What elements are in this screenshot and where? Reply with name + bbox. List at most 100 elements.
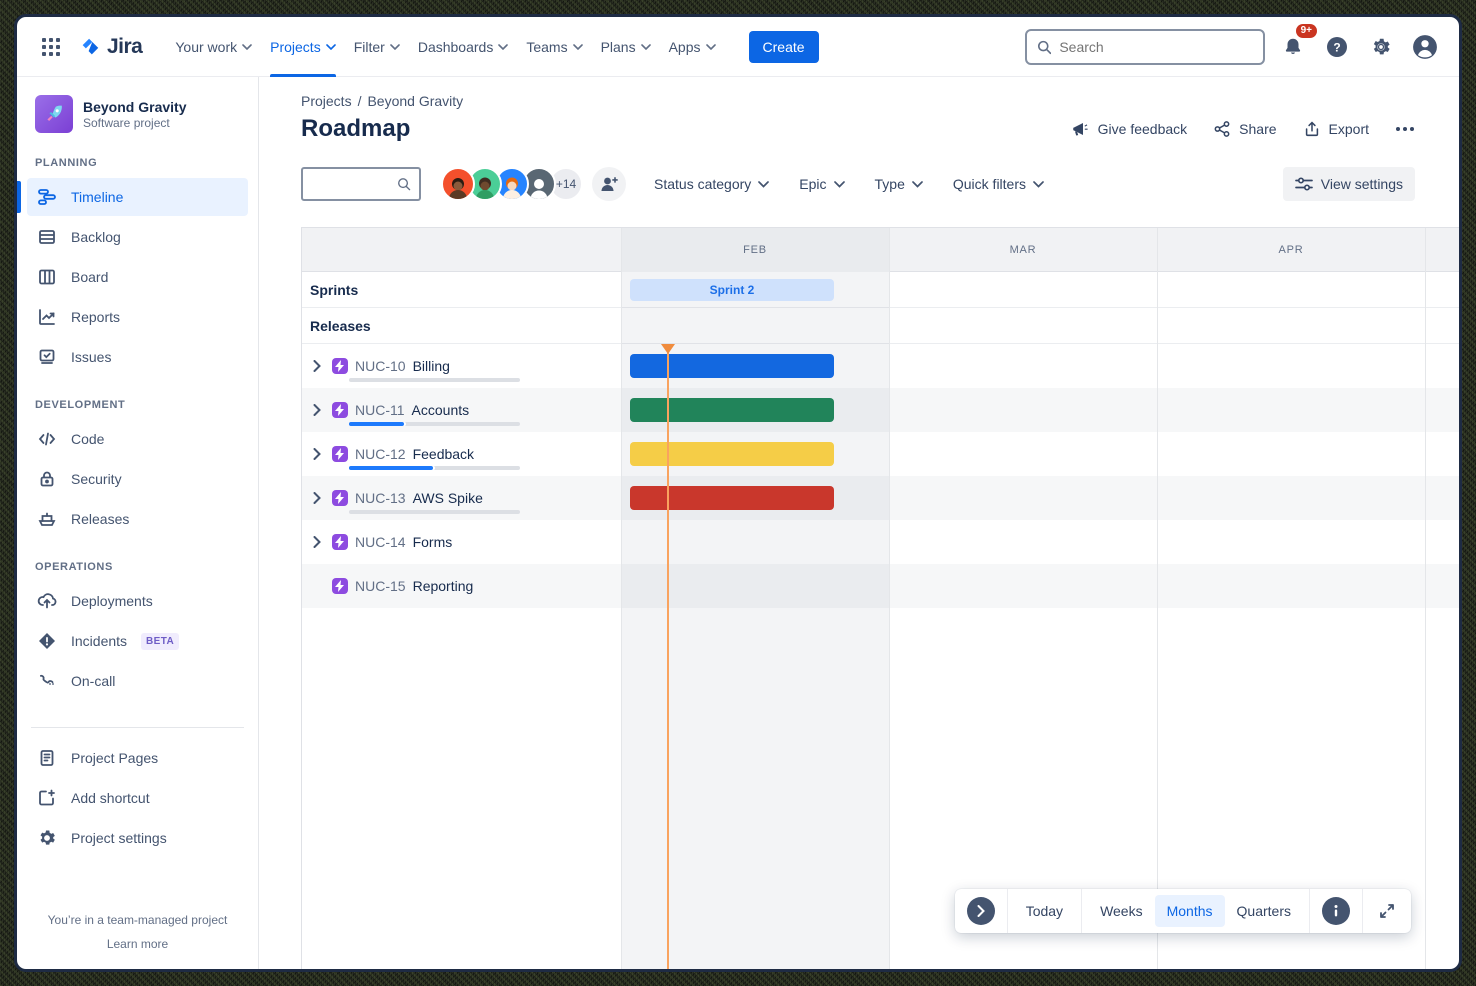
epic-icon xyxy=(332,578,348,594)
nav-item-plans[interactable]: Plans xyxy=(592,17,660,77)
status-category-filter[interactable]: Status category xyxy=(644,168,779,200)
epic-name-cell[interactable]: NUC-11 Accounts xyxy=(302,388,621,432)
title-row: Roadmap Give feedback Share Export xyxy=(301,115,1459,143)
epic-timeline-bar[interactable] xyxy=(630,442,834,466)
sidebar-item-deployments[interactable]: Deployments xyxy=(27,582,248,620)
sidebar-item-incidents[interactable]: Incidents BETA xyxy=(27,622,248,660)
reports-icon xyxy=(39,309,55,325)
epic-timeline-bar[interactable] xyxy=(630,354,834,378)
team-managed-note: You’re in a team-managed project xyxy=(47,913,228,927)
month-header-feb: FEB xyxy=(621,228,889,272)
epic-timeline-bar[interactable] xyxy=(630,398,834,422)
sidebar-item-security[interactable]: Security xyxy=(27,460,248,498)
sidebar-item-timeline[interactable]: Timeline xyxy=(17,178,248,216)
scale-months-button[interactable]: Months xyxy=(1154,895,1225,927)
sidebar-item-reports[interactable]: Reports xyxy=(27,298,248,336)
jira-logo[interactable]: Jira xyxy=(79,35,143,59)
project-header[interactable]: Beyond Gravity Software project xyxy=(17,95,258,133)
sidebar-item-project-pages[interactable]: Project Pages xyxy=(27,739,248,777)
more-actions-button[interactable] xyxy=(1395,126,1415,132)
epic-name-cell[interactable]: NUC-13 AWS Spike xyxy=(302,476,621,520)
code-icon xyxy=(38,432,56,446)
main-content: Projects / Beyond Gravity Roadmap Give f… xyxy=(259,77,1459,969)
epic-name: Forms xyxy=(412,534,453,550)
nav-item-apps[interactable]: Apps xyxy=(660,17,725,77)
view-settings-button[interactable]: View settings xyxy=(1282,167,1415,201)
grid-line xyxy=(889,228,890,969)
section-title-development: DEVELOPMENT xyxy=(35,399,126,411)
epic-icon xyxy=(332,534,348,550)
sidebar-item-backlog[interactable]: Backlog xyxy=(27,218,248,256)
today-marker-triangle[interactable] xyxy=(661,344,675,354)
project-avatar xyxy=(35,95,73,133)
sidebar-item-code[interactable]: Code xyxy=(27,420,248,458)
section-title-planning: PLANNING xyxy=(35,157,98,169)
divider xyxy=(1362,889,1363,933)
phone-icon xyxy=(39,674,54,685)
share-button[interactable]: Share xyxy=(1213,120,1277,138)
give-feedback-button[interactable]: Give feedback xyxy=(1070,119,1187,139)
chevron-right-icon[interactable] xyxy=(309,402,325,418)
sidebar-item-add-shortcut[interactable]: Add shortcut xyxy=(27,779,248,817)
chevron-right-icon[interactable] xyxy=(309,446,325,462)
global-search-input[interactable] xyxy=(1059,38,1253,55)
roadmap-search[interactable] xyxy=(301,167,421,201)
epic-name-cell[interactable]: NUC-14 Forms xyxy=(302,520,621,564)
nav-item-projects[interactable]: Projects xyxy=(261,17,345,77)
epic-name-cell[interactable]: NUC-12 Feedback xyxy=(302,432,621,476)
chevron-right-icon[interactable] xyxy=(309,358,325,374)
avatar-group: +14 xyxy=(441,167,583,201)
sidebar-item-board[interactable]: Board xyxy=(27,258,248,296)
scale-quarters-button[interactable]: Quarters xyxy=(1225,895,1303,927)
person-icon xyxy=(530,179,548,199)
alert-icon xyxy=(39,633,55,649)
global-search[interactable] xyxy=(1025,28,1265,65)
create-button[interactable]: Create xyxy=(748,30,819,63)
info-button[interactable] xyxy=(1322,897,1350,925)
collapse-panel-button[interactable] xyxy=(966,897,995,925)
type-filter[interactable]: Type xyxy=(865,168,933,200)
user-avatar-1[interactable] xyxy=(441,167,475,201)
nav-item-filter[interactable]: Filter xyxy=(345,17,409,77)
profile-button[interactable] xyxy=(1409,31,1441,63)
ship-icon xyxy=(38,512,56,526)
chevron-right-icon[interactable] xyxy=(309,490,325,506)
search-icon xyxy=(1037,40,1052,54)
help-button[interactable]: ? xyxy=(1321,31,1353,63)
epic-filter[interactable]: Epic xyxy=(789,168,854,200)
learn-more-link[interactable]: Learn more xyxy=(106,937,169,951)
quick-filters[interactable]: Quick filters xyxy=(943,168,1054,200)
nav-left: Jira Your work Projects Filter Dashboard… xyxy=(35,17,819,77)
chevron-right-icon[interactable] xyxy=(309,534,325,550)
bell-icon xyxy=(1285,38,1301,54)
epic-name-cell[interactable]: NUC-10 Billing xyxy=(302,344,621,388)
nav-item-your-work[interactable]: Your work xyxy=(166,17,261,77)
breadcrumb-projects[interactable]: Projects xyxy=(301,93,352,109)
grid-line xyxy=(1425,228,1426,969)
epic-name-cell[interactable]: NUC-15 Reporting xyxy=(302,564,621,608)
breadcrumb-project-name[interactable]: Beyond Gravity xyxy=(367,93,464,109)
add-people-button[interactable] xyxy=(592,167,626,201)
sprints-label: Sprints xyxy=(310,281,359,298)
nav-item-dashboards[interactable]: Dashboards xyxy=(409,17,518,77)
nav-right: 9+ ? xyxy=(1025,23,1441,65)
app-switcher-button[interactable] xyxy=(35,31,67,63)
epic-row-nuc-10: NUC-10 Billing xyxy=(302,344,1459,388)
sidebar-item-on-call[interactable]: On-call xyxy=(27,662,248,700)
sidebar-item-issues[interactable]: Issues xyxy=(27,338,248,376)
sidebar-item-project-settings[interactable]: Project settings xyxy=(27,819,248,857)
fullscreen-button[interactable] xyxy=(1373,897,1401,925)
sprint-bar[interactable]: Sprint 2 xyxy=(630,279,834,301)
svg-text:?: ? xyxy=(1333,40,1340,54)
scale-weeks-button[interactable]: Weeks xyxy=(1088,895,1155,927)
settings-button[interactable] xyxy=(1365,31,1397,63)
sidebar-item-releases[interactable]: Releases xyxy=(27,500,248,538)
nav-item-teams[interactable]: Teams xyxy=(517,17,591,77)
today-button[interactable]: Today xyxy=(1014,895,1075,927)
epic-timeline-bar[interactable] xyxy=(630,486,834,510)
gear-icon xyxy=(40,830,55,845)
export-icon xyxy=(1305,121,1318,137)
roadmap-search-input[interactable] xyxy=(311,176,398,192)
notifications-button[interactable] xyxy=(1277,31,1309,63)
export-button[interactable]: Export xyxy=(1303,120,1369,138)
